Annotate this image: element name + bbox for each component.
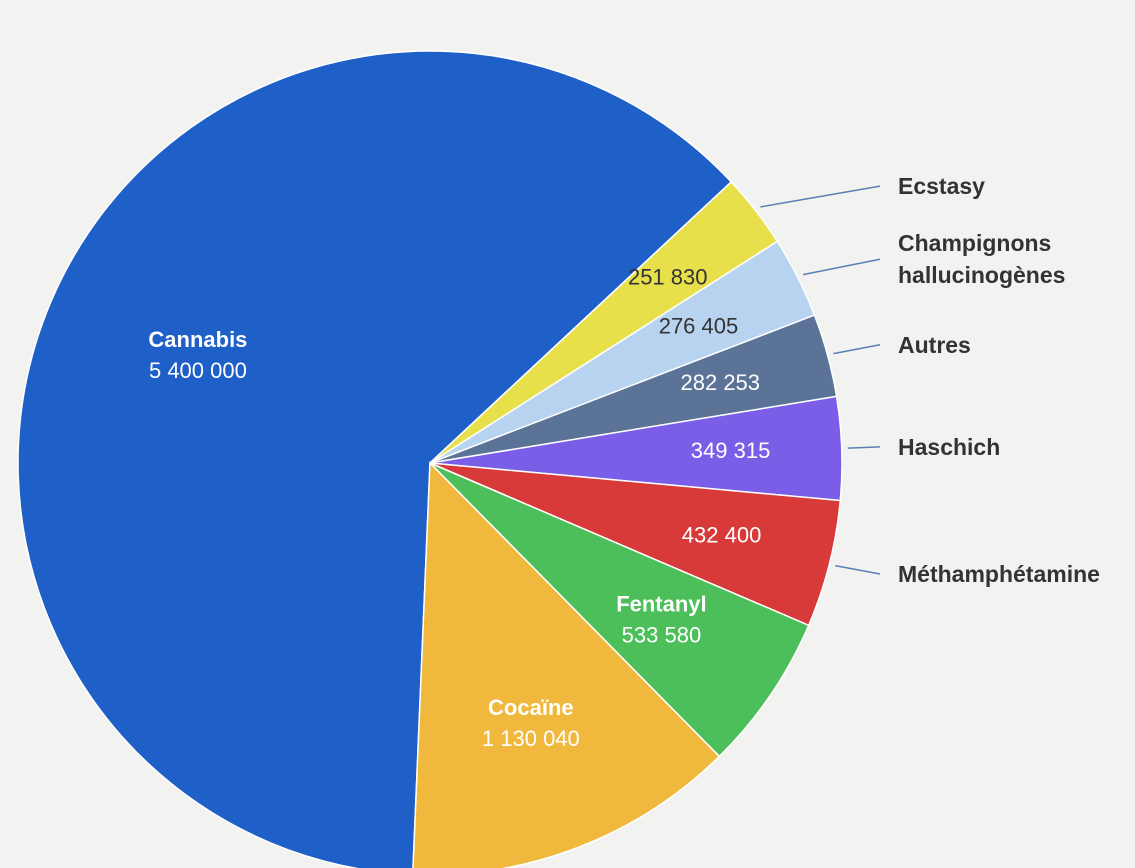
pie-slice (429, 462, 810, 758)
value-label: 276 405 (659, 313, 739, 338)
value-label: 432 400 (682, 523, 762, 548)
leader-line (847, 446, 881, 449)
slice-name: Cocaïne (488, 695, 574, 720)
slice-name: Méthamphétamine (898, 561, 1100, 587)
value-label: 5 400 000 (149, 358, 247, 383)
leader-line (760, 185, 881, 208)
slice-name: Autres (898, 331, 971, 358)
leader-line (835, 564, 881, 575)
slice-name: Fentanyl (616, 592, 706, 617)
value-label: 282 253 (681, 370, 761, 395)
pie-slice (17, 50, 733, 868)
value-label: 1 130 040 (482, 726, 580, 751)
value-label: 533 580 (622, 623, 702, 648)
slice-name: Haschich (898, 433, 1001, 460)
slice-name: Champignons hallucinogènes (898, 230, 1066, 289)
leader-line (802, 258, 881, 276)
leader-line (833, 343, 881, 355)
slice-name: Cannabis (148, 327, 247, 352)
slice-name: Ecstasy (898, 173, 985, 200)
value-label: 251 830 (628, 265, 708, 290)
pie-slice (412, 461, 721, 868)
value-label: 349 315 (691, 438, 771, 463)
